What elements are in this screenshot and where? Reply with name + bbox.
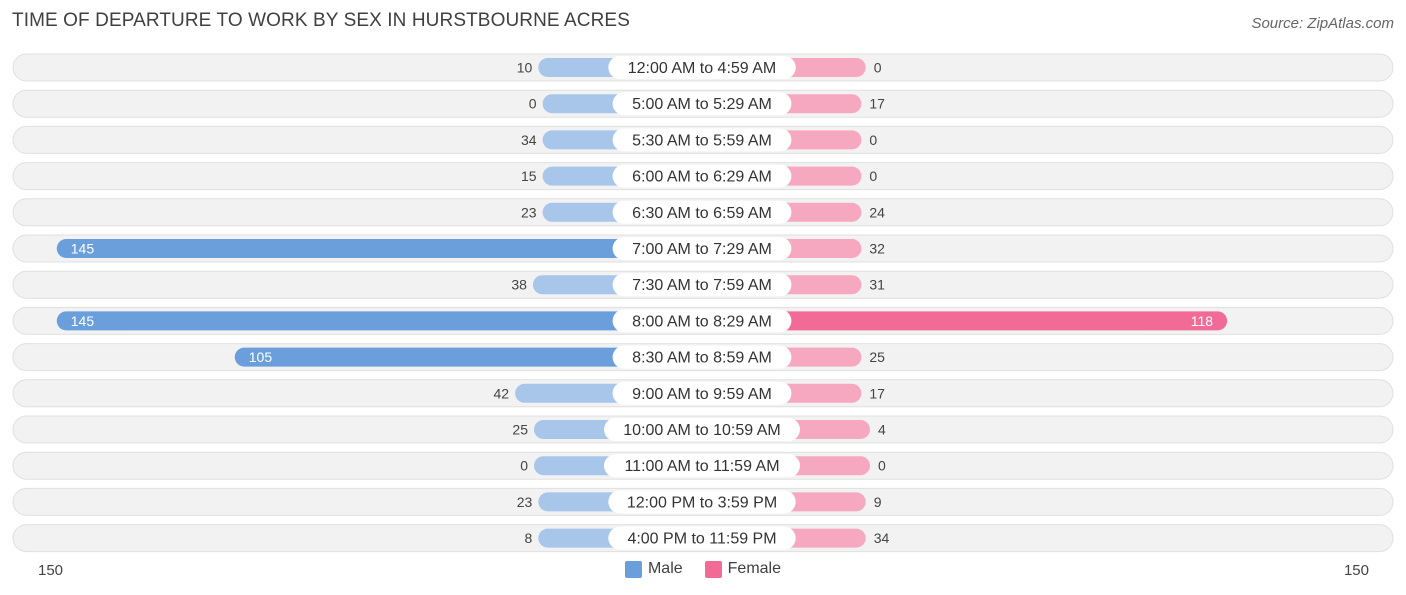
category-label: 9:00 AM to 9:59 AM — [632, 386, 772, 403]
category-label-bg — [612, 92, 792, 116]
category-label: 11:00 AM to 11:59 AM — [624, 458, 779, 475]
table-row: 5:00 AM to 5:29 AM 0 17 — [12, 89, 1394, 118]
table-row: 10:00 AM to 10:59 AM 25 4 — [12, 415, 1394, 444]
legend-swatch-female — [704, 560, 722, 578]
table-row: 7:00 AM to 7:29 AM 145 32 — [12, 234, 1394, 263]
table-row: 12:00 PM to 3:59 PM 23 9 — [12, 487, 1394, 516]
legend-item-female[interactable]: Female — [704, 560, 782, 578]
category-label-bg — [608, 56, 796, 79]
value-label-female: 31 — [869, 277, 885, 293]
category-label-bg — [608, 526, 796, 550]
value-label-female: 0 — [869, 132, 877, 148]
value-label-female: 34 — [874, 530, 890, 546]
table-row: 6:00 AM to 6:29 AM 15 0 — [12, 162, 1394, 191]
legend-label-male: Male — [647, 560, 683, 577]
bar-male[interactable] — [56, 311, 702, 331]
category-label: 4:00 PM to 11:59 PM — [627, 531, 776, 548]
category-label-bg — [612, 237, 792, 260]
value-label-male: 105 — [249, 349, 273, 365]
bar-female[interactable] — [702, 311, 1228, 331]
category-label: 12:00 AM to 4:59 AM — [628, 60, 777, 77]
chart-title: TIME OF DEPARTURE TO WORK BY SEX IN HURS… — [12, 10, 630, 31]
category-label-bg — [612, 164, 792, 188]
table-row: 6:30 AM to 6:59 AM 23 24 — [12, 198, 1394, 227]
category-label: 6:00 AM to 6:29 AM — [632, 169, 772, 186]
legend: Male Female — [0, 560, 1406, 578]
legend-item-male[interactable]: Male — [624, 560, 683, 578]
value-label-male: 145 — [71, 241, 95, 257]
value-label-male: 23 — [521, 204, 537, 220]
axis-label-right: 150 — [1343, 562, 1369, 579]
value-label-female: 9 — [874, 494, 882, 510]
value-label-male: 8 — [525, 530, 533, 546]
value-label-male: 15 — [521, 168, 537, 184]
category-label-bg — [604, 418, 800, 441]
value-label-male: 0 — [520, 458, 528, 474]
value-label-male: 42 — [494, 385, 510, 401]
value-label-male: 34 — [521, 132, 537, 148]
table-row: 12:00 AM to 4:59 AM 10 0 — [12, 53, 1394, 82]
legend-swatch-male — [624, 560, 642, 578]
category-label-bg — [612, 128, 792, 152]
bar-male[interactable] — [234, 347, 702, 367]
value-label-female: 0 — [869, 168, 877, 184]
category-label: 8:00 AM to 8:29 AM — [632, 313, 772, 330]
value-label-male: 23 — [517, 494, 533, 510]
category-label-bg — [604, 454, 800, 478]
value-label-female: 4 — [878, 422, 886, 438]
category-label-bg — [612, 273, 792, 297]
category-label-bg — [612, 345, 792, 369]
category-label: 5:00 AM to 5:29 AM — [632, 96, 772, 113]
category-label: 6:30 AM to 6:59 AM — [632, 205, 772, 222]
value-label-male: 10 — [517, 60, 533, 76]
bar-male[interactable] — [56, 239, 702, 258]
value-label-female: 17 — [869, 96, 885, 112]
table-row: 8:00 AM to 8:29 AM 145 118 — [12, 306, 1394, 335]
value-label-female: 24 — [869, 204, 885, 220]
category-label: 7:30 AM to 7:59 AM — [632, 277, 772, 294]
category-label: 7:00 AM to 7:29 AM — [632, 241, 772, 258]
category-label-bg — [608, 490, 796, 514]
table-row: 11:00 AM to 11:59 AM 0 0 — [12, 451, 1394, 480]
value-label-female: 17 — [869, 385, 885, 401]
category-label: 10:00 AM to 10:59 AM — [623, 422, 780, 439]
value-label-female: 0 — [874, 60, 882, 76]
value-label-male: 25 — [512, 422, 528, 438]
value-label-female: 32 — [869, 241, 885, 257]
legend-label-female: Female — [727, 560, 782, 577]
value-label-male: 0 — [529, 96, 537, 112]
value-label-female: 25 — [869, 349, 885, 365]
table-row: 9:00 AM to 9:59 AM 42 17 — [12, 379, 1394, 408]
table-row: 5:30 AM to 5:59 AM 34 0 — [12, 125, 1394, 154]
category-label-bg — [612, 200, 792, 224]
category-label: 8:30 AM to 8:59 AM — [632, 350, 772, 367]
axis-label-left: 150 — [38, 562, 64, 579]
value-label-male: 38 — [511, 277, 527, 293]
table-row: 8:30 AM to 8:59 AM 105 25 — [12, 343, 1394, 372]
category-label-bg — [612, 309, 792, 333]
value-label-female: 0 — [878, 458, 886, 474]
table-row: 4:00 PM to 11:59 PM 8 34 — [12, 524, 1394, 553]
source-label: Source: ZipAtlas.com — [1251, 15, 1394, 32]
value-label-male: 145 — [71, 313, 95, 329]
table-row: 7:30 AM to 7:59 AM 38 31 — [12, 270, 1394, 299]
category-label: 5:30 AM to 5:59 AM — [632, 132, 772, 149]
category-label-bg — [612, 381, 792, 405]
value-label-female: 118 — [1191, 313, 1214, 329]
category-label: 12:00 PM to 3:59 PM — [627, 494, 777, 511]
